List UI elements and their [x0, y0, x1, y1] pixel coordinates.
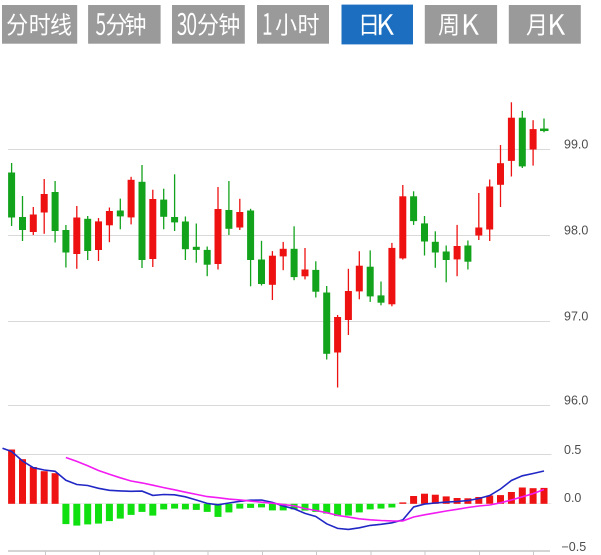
svg-text:0.0: 0.0 — [564, 491, 581, 505]
svg-text:96.0: 96.0 — [564, 394, 588, 408]
svg-text:−0.5: −0.5 — [562, 540, 587, 554]
svg-text:97.0: 97.0 — [564, 310, 588, 324]
svg-text:98.0: 98.0 — [564, 224, 588, 238]
svg-text:0.5: 0.5 — [564, 443, 581, 457]
svg-text:99.0: 99.0 — [564, 138, 588, 152]
